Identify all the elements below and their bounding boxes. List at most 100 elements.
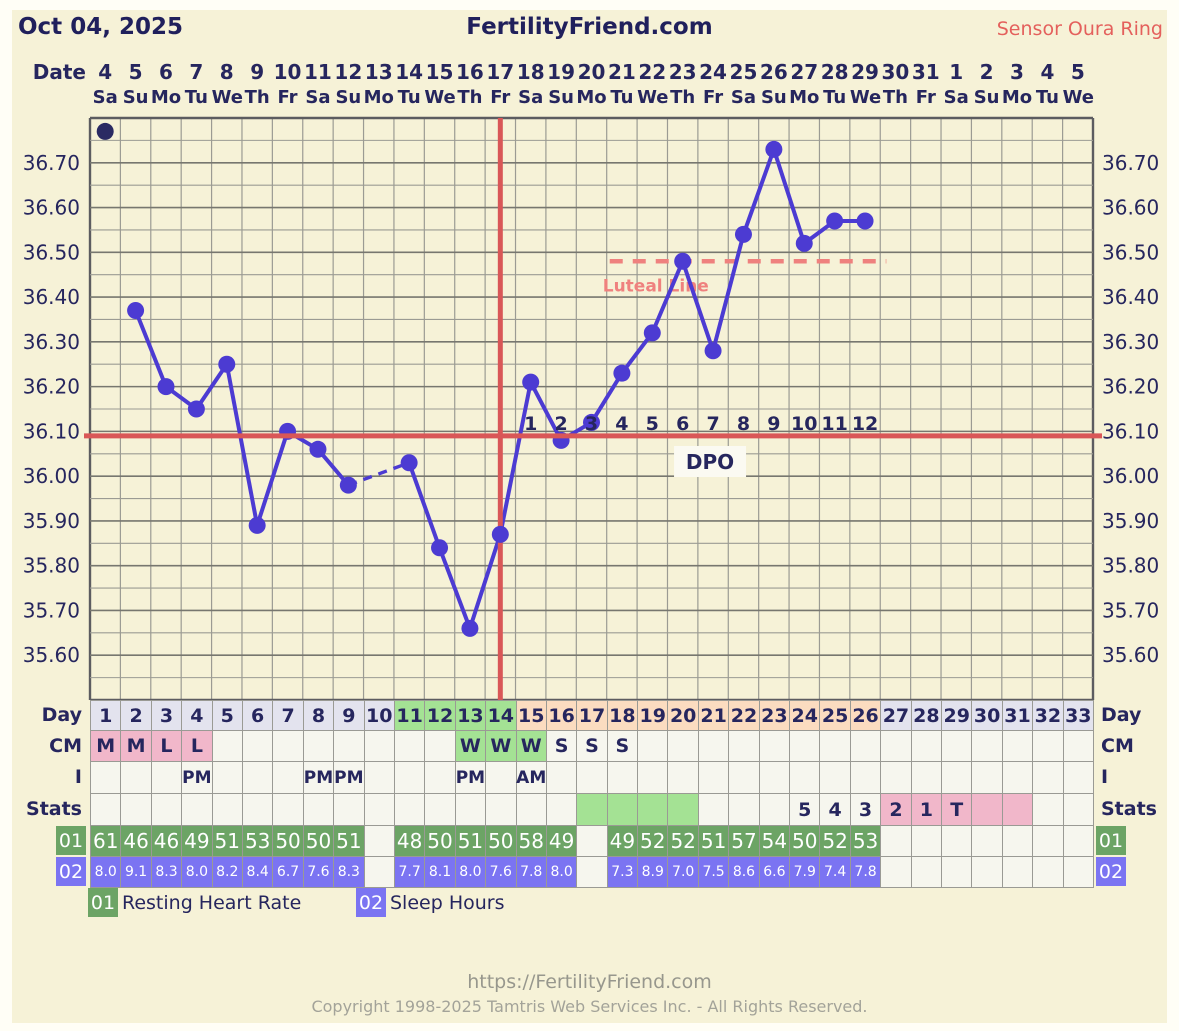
- temp-dot[interactable]: [795, 234, 813, 252]
- day-cell-day-5[interactable]: 5: [211, 700, 243, 731]
- day-cell-day-23[interactable]: 23: [758, 700, 791, 731]
- temp-dot[interactable]: [856, 212, 874, 230]
- stats-cell-day-19[interactable]: [637, 793, 669, 826]
- day-cell-day-9[interactable]: 9: [333, 700, 365, 731]
- day-cell-day-25[interactable]: 25: [819, 700, 851, 731]
- sleep-cell-day-32[interactable]: [1032, 856, 1064, 888]
- rhr-cell-day-11[interactable]: 48: [393, 825, 426, 857]
- sleep-cell-day-12[interactable]: 8.1: [424, 856, 456, 888]
- temp-dot[interactable]: [187, 400, 205, 418]
- day-cell-day-33[interactable]: 33: [1062, 700, 1094, 731]
- cm-cell-day-26[interactable]: [849, 730, 882, 762]
- stats-cell-day-22[interactable]: [728, 793, 760, 826]
- rhr-cell-day-24[interactable]: 50: [789, 825, 821, 857]
- day-cell-day-16[interactable]: 16: [545, 700, 578, 731]
- i-cell-day-6[interactable]: [241, 761, 274, 794]
- temp-dot[interactable]: [309, 440, 327, 458]
- i-cell-day-17[interactable]: [576, 761, 608, 794]
- cm-cell-day-28[interactable]: [910, 730, 943, 762]
- cm-cell-day-1[interactable]: M: [90, 730, 122, 762]
- cm-cell-day-27[interactable]: [880, 730, 912, 762]
- i-cell-day-20[interactable]: [667, 761, 699, 794]
- cm-cell-day-23[interactable]: [758, 730, 791, 762]
- temp-dot[interactable]: [522, 373, 540, 391]
- cm-cell-day-25[interactable]: [819, 730, 851, 762]
- rhr-cell-day-2[interactable]: 46: [120, 825, 152, 857]
- stats-cell-day-3[interactable]: [150, 793, 183, 826]
- i-cell-day-16[interactable]: [545, 761, 578, 794]
- sleep-cell-day-7[interactable]: 6.7: [272, 856, 304, 888]
- i-cell-day-31[interactable]: [1001, 761, 1034, 794]
- rhr-cell-day-15[interactable]: 58: [515, 825, 547, 857]
- i-cell-day-23[interactable]: [758, 761, 791, 794]
- cm-cell-day-9[interactable]: [333, 730, 365, 762]
- day-cell-day-30[interactable]: 30: [971, 700, 1003, 731]
- temp-dot[interactable]: [643, 324, 661, 342]
- stats-cell-day-1[interactable]: [90, 793, 122, 826]
- stats-cell-day-6[interactable]: [241, 793, 274, 826]
- day-cell-day-31[interactable]: 31: [1001, 700, 1034, 731]
- stats-cell-day-33[interactable]: [1062, 793, 1094, 826]
- i-cell-day-25[interactable]: [819, 761, 851, 794]
- rhr-cell-day-26[interactable]: 53: [849, 825, 882, 857]
- rhr-cell-day-16[interactable]: 49: [545, 825, 578, 857]
- sleep-cell-day-20[interactable]: 7.0: [667, 856, 699, 888]
- sleep-cell-day-10[interactable]: [363, 856, 395, 888]
- cm-cell-day-5[interactable]: [211, 730, 243, 762]
- i-cell-day-18[interactable]: [606, 761, 639, 794]
- sleep-cell-day-6[interactable]: 8.4: [241, 856, 274, 888]
- stats-cell-day-17[interactable]: [576, 793, 608, 826]
- rhr-cell-day-10[interactable]: [363, 825, 395, 857]
- cm-cell-day-31[interactable]: [1001, 730, 1034, 762]
- sleep-cell-day-13[interactable]: 8.0: [454, 856, 487, 888]
- day-cell-day-20[interactable]: 20: [667, 700, 699, 731]
- stats-cell-day-14[interactable]: [485, 793, 517, 826]
- rhr-cell-day-21[interactable]: 51: [697, 825, 730, 857]
- stats-cell-day-18[interactable]: [606, 793, 639, 826]
- stats-cell-day-23[interactable]: [758, 793, 791, 826]
- day-cell-day-17[interactable]: 17: [576, 700, 608, 731]
- rhr-cell-day-1[interactable]: 61: [90, 825, 122, 857]
- sleep-cell-day-24[interactable]: 7.9: [789, 856, 821, 888]
- i-cell-day-26[interactable]: [849, 761, 882, 794]
- day-cell-day-28[interactable]: 28: [910, 700, 943, 731]
- cm-cell-day-8[interactable]: [302, 730, 335, 762]
- day-cell-day-11[interactable]: 11: [393, 700, 426, 731]
- temp-dot[interactable]: [583, 413, 601, 431]
- rhr-cell-day-22[interactable]: 57: [728, 825, 760, 857]
- sleep-cell-day-4[interactable]: 8.0: [181, 856, 213, 888]
- rhr-cell-day-32[interactable]: [1032, 825, 1064, 857]
- temp-dot[interactable]: [339, 476, 357, 494]
- rhr-cell-day-28[interactable]: [910, 825, 943, 857]
- i-cell-day-11[interactable]: [393, 761, 426, 794]
- sleep-cell-day-11[interactable]: 7.7: [393, 856, 426, 888]
- rhr-cell-day-4[interactable]: 49: [181, 825, 213, 857]
- stats-cell-day-24[interactable]: 5: [789, 793, 821, 826]
- stats-cell-day-29[interactable]: T: [941, 793, 973, 826]
- sleep-cell-day-29[interactable]: [941, 856, 973, 888]
- day-cell-day-22[interactable]: 22: [728, 700, 760, 731]
- i-cell-day-8[interactable]: PM: [302, 761, 335, 794]
- i-cell-day-28[interactable]: [910, 761, 943, 794]
- i-cell-day-27[interactable]: [880, 761, 912, 794]
- stats-cell-day-10[interactable]: [363, 793, 395, 826]
- day-cell-day-26[interactable]: 26: [849, 700, 882, 731]
- stats-cell-day-31[interactable]: [1001, 793, 1034, 826]
- stats-cell-day-4[interactable]: [181, 793, 213, 826]
- sleep-cell-day-5[interactable]: 8.2: [211, 856, 243, 888]
- cm-cell-day-7[interactable]: [272, 730, 304, 762]
- rhr-cell-day-30[interactable]: [971, 825, 1003, 857]
- stats-cell-day-15[interactable]: [515, 793, 547, 826]
- i-cell-day-22[interactable]: [728, 761, 760, 794]
- sleep-cell-day-31[interactable]: [1001, 856, 1034, 888]
- day-cell-day-1[interactable]: 1: [90, 700, 122, 731]
- day-cell-day-10[interactable]: 10: [363, 700, 395, 731]
- rhr-cell-day-12[interactable]: 50: [424, 825, 456, 857]
- stats-cell-day-30[interactable]: [971, 793, 1003, 826]
- temp-dot[interactable]: [765, 140, 783, 158]
- sleep-cell-day-25[interactable]: 7.4: [819, 856, 851, 888]
- i-cell-day-19[interactable]: [637, 761, 669, 794]
- temp-dot[interactable]: [674, 252, 692, 270]
- cm-cell-day-21[interactable]: [697, 730, 730, 762]
- cm-cell-day-29[interactable]: [941, 730, 973, 762]
